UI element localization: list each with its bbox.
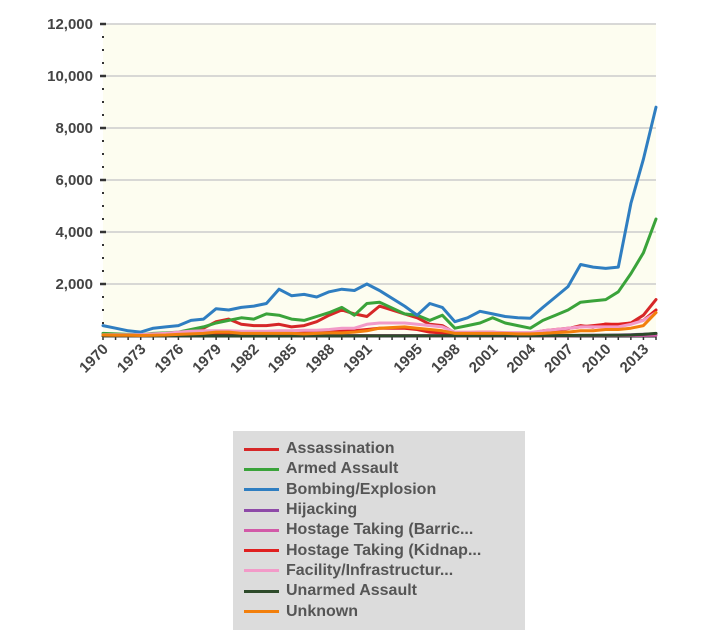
legend-label: Facility/Infrastructur...	[286, 561, 454, 579]
legend-item[interactable]: Unarmed Assault	[233, 581, 525, 601]
legend-item[interactable]: Unknown	[233, 601, 525, 621]
y-minor-tick	[102, 62, 104, 64]
legend-item[interactable]: Bombing/Explosion	[233, 480, 525, 500]
x-tick-label: 2010	[579, 341, 615, 377]
x-tick-label: 1988	[302, 341, 338, 377]
y-tick-label: 8,000	[55, 120, 93, 137]
legend-item[interactable]: Hostage Taking (Barric...	[233, 520, 525, 540]
legend-item[interactable]: Facility/Infrastructur...	[233, 561, 525, 581]
x-tick-label: 1991	[340, 341, 376, 377]
legend-label: Armed Assault	[286, 460, 399, 478]
x-tick-label: 1982	[227, 341, 263, 377]
y-minor-tick	[102, 283, 104, 285]
x-tick-label: 1976	[152, 341, 188, 377]
x-tick-label: 1979	[189, 341, 225, 377]
x-tick-label: 2001	[466, 341, 502, 377]
y-minor-tick	[102, 322, 104, 324]
y-tick-label: 4,000	[55, 224, 93, 241]
y-tick-label: 10,000	[47, 68, 93, 85]
legend-label: Unarmed Assault	[286, 582, 417, 600]
y-tick-label: 12,000	[47, 16, 93, 33]
legend-label: Hijacking	[286, 501, 358, 519]
y-minor-tick	[102, 75, 104, 77]
legend-swatch	[244, 488, 279, 492]
y-minor-tick	[102, 192, 104, 194]
y-minor-tick	[102, 270, 104, 272]
y-minor-tick	[102, 88, 104, 90]
y-minor-tick	[102, 153, 104, 155]
y-tick-label: 6,000	[55, 172, 93, 189]
legend-label: Hostage Taking (Barric...	[286, 521, 474, 539]
y-minor-tick	[102, 101, 104, 103]
legend-label: Hostage Taking (Kidnap...	[286, 541, 482, 559]
y-minor-tick	[102, 309, 104, 311]
legend-item[interactable]: Hostage Taking (Kidnap...	[233, 540, 525, 560]
legend-swatch	[244, 610, 279, 614]
y-minor-tick	[102, 36, 104, 38]
legend-swatch	[244, 569, 279, 573]
x-tick-label: 2007	[541, 341, 577, 377]
y-minor-tick	[102, 140, 104, 142]
y-minor-tick	[102, 127, 104, 129]
x-tick-label: 2013	[617, 341, 653, 377]
legend-swatch	[244, 508, 279, 512]
y-minor-tick	[102, 49, 104, 51]
x-axis: 1970 1973 1976 1979 1982 1985 1988 1991 1995 1998…	[76, 334, 657, 377]
x-tick-label: 1970	[76, 341, 112, 377]
y-minor-tick	[102, 179, 104, 181]
x-tick-label: 1995	[390, 341, 426, 377]
x-tick-label: 2004	[504, 340, 540, 376]
legend-item[interactable]: Assassination	[233, 439, 525, 459]
y-minor-tick	[102, 205, 104, 207]
y-minor-tick	[102, 257, 104, 259]
legend-label: Bombing/Explosion	[286, 480, 437, 498]
series-line-armed-assault	[101, 217, 658, 337]
y-minor-tick	[102, 166, 104, 168]
legend-label: Assassination	[286, 440, 395, 458]
legend-swatch	[244, 549, 279, 553]
x-tick-label: 1998	[428, 341, 464, 377]
y-tick-label: 2,000	[55, 276, 93, 293]
legend-swatch	[244, 589, 279, 593]
y-minor-tick	[102, 296, 104, 298]
legend-item[interactable]: Armed Assault	[233, 459, 525, 479]
legend: Assassination Armed Assault Bombing/Explos…	[233, 431, 525, 630]
legend-item[interactable]: Hijacking	[233, 500, 525, 520]
y-axis: 12,000 10,000 8,000 6,000 4,000 2,000	[47, 16, 106, 337]
y-minor-tick	[102, 244, 104, 246]
y-minor-tick	[102, 231, 104, 233]
y-minor-tick	[102, 218, 104, 220]
x-tick-label: 1973	[114, 341, 150, 377]
legend-swatch	[244, 447, 279, 451]
series-line-unknown	[101, 311, 658, 337]
series-line-unarmed-assault	[101, 331, 658, 338]
series-line-bombing-explosion	[101, 105, 658, 334]
y-minor-tick	[102, 114, 104, 116]
legend-swatch	[244, 528, 279, 532]
series-lines	[101, 105, 658, 338]
legend-label: Unknown	[286, 602, 358, 620]
grid-lines	[103, 23, 656, 285]
x-tick-label: 1985	[265, 341, 301, 377]
series-line-facility-infrastructur	[101, 311, 658, 337]
legend-swatch	[244, 467, 279, 471]
